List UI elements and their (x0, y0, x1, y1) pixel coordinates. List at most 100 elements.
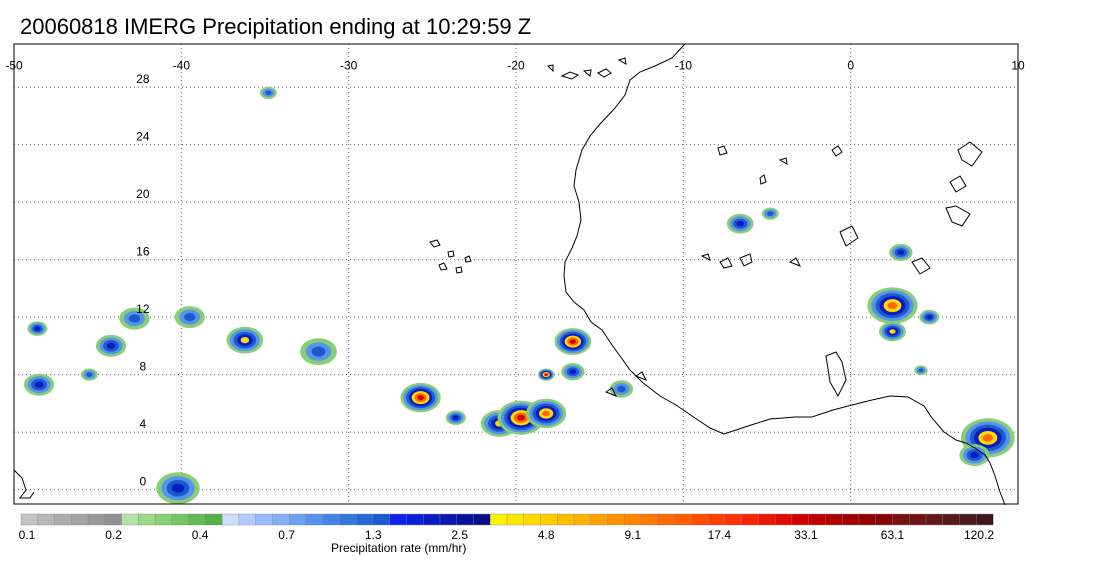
precip-cell (914, 365, 928, 376)
precip-band (897, 250, 905, 255)
inland-lakes (604, 141, 983, 398)
precip-band (544, 373, 548, 376)
precip-band (34, 381, 44, 388)
colorbar-swatch (456, 513, 474, 526)
precip-cell (959, 444, 990, 467)
colorbar-swatch (104, 513, 123, 526)
lat-tick-label: 20 (136, 187, 150, 201)
precip-band (34, 326, 41, 331)
colorbar-swatch (942, 513, 960, 526)
colorbar-swatch (657, 513, 676, 526)
precip-cell (554, 328, 592, 355)
lon-tick-label: 0 (847, 59, 854, 73)
map-gridlines (14, 44, 1018, 504)
precip-cell (609, 380, 634, 398)
canary-islands (546, 57, 627, 80)
precip-cell (23, 373, 55, 396)
precip-cell (174, 306, 205, 329)
lat-tick-label: 8 (140, 360, 147, 374)
colorbar-swatch (322, 513, 340, 526)
colorbar-swatch (674, 513, 692, 526)
precip-cell (400, 382, 441, 413)
precip-band (171, 483, 185, 493)
colorbar-swatch (808, 513, 826, 526)
colorbar (20, 513, 994, 526)
precip-cell (156, 472, 200, 505)
colorbar-tick-label: 1.3 (364, 528, 382, 542)
precip-band (128, 314, 141, 323)
colorbar-swatch (87, 513, 106, 526)
colorbar-swatch (490, 513, 508, 526)
colorbar-swatch (791, 513, 810, 526)
colorbar-tick-label: 63.1 (880, 528, 905, 542)
precip-cell (879, 321, 906, 342)
colorbar-swatch (255, 513, 273, 526)
colorbar-tick-label: 120.2 (963, 528, 995, 542)
precip-cell (259, 86, 277, 99)
precip-band (265, 90, 272, 96)
colorbar-tick-label: 9.1 (624, 528, 642, 542)
precip-cell (445, 410, 466, 426)
colorbar-tick-label: 4.8 (537, 528, 555, 542)
precip-cell (95, 334, 127, 357)
colorbar-swatch (188, 513, 206, 526)
colorbar-swatch (825, 513, 843, 526)
colorbar-tick-label: 0.1 (18, 528, 36, 542)
colorbar-swatch (506, 513, 525, 526)
colorbar-swatch (473, 513, 491, 526)
lon-tick-label: -20 (507, 59, 525, 73)
map-frame (13, 43, 1019, 505)
precip-band (889, 329, 896, 334)
south-america-coast (13, 469, 35, 499)
colorbar-swatch (741, 513, 759, 526)
colorbar-swatch (288, 513, 307, 526)
colorbar-swatch (724, 513, 743, 526)
colorbar-swatch (976, 513, 994, 526)
precip-band (767, 211, 774, 216)
precip-band (918, 368, 924, 373)
colorbar-swatch (355, 513, 374, 526)
lon-tick-label: -30 (340, 59, 358, 73)
colorbar-swatch (758, 513, 776, 526)
colorbar-tick-label: 0.2 (105, 528, 122, 542)
precip-band (417, 395, 424, 401)
colorbar-swatch (389, 513, 407, 526)
cameroon-coastline (965, 442, 1006, 506)
precip-band (184, 313, 196, 322)
colorbar-swatch (590, 513, 609, 526)
precip-band (569, 339, 576, 344)
precip-cell (537, 368, 555, 381)
colorbar-swatch (138, 513, 156, 526)
colorbar-swatch (221, 513, 240, 526)
colorbar-swatch (573, 513, 592, 526)
precip-band (982, 434, 994, 442)
colorbar-swatch (540, 513, 558, 526)
colorbar-swatch (909, 513, 927, 526)
colorbar-swatch (858, 513, 877, 526)
colorbar-tick-label: 2.5 (451, 528, 469, 542)
precip-band (569, 369, 577, 375)
colorbar-tick-label: 0.7 (278, 528, 295, 542)
colorbar-swatch (121, 513, 139, 526)
colorbar-swatch (691, 513, 709, 526)
precip-band (970, 452, 979, 459)
lat-tick-label: 4 (140, 417, 147, 431)
precip-cell (27, 321, 48, 336)
precip-band (106, 342, 116, 349)
precip-band (311, 346, 326, 357)
colorbar-swatch (875, 513, 893, 526)
precip-band (887, 302, 898, 310)
colorbar-swatch (171, 513, 190, 526)
colorbar-tick-label: 0.4 (191, 528, 209, 542)
precip-cell (867, 287, 918, 324)
colorbar-swatch (624, 513, 642, 526)
lat-tick-label: 16 (136, 245, 150, 259)
colorbar-swatch (305, 513, 324, 526)
colorbar-swatch (640, 513, 659, 526)
colorbar-tick-label: 33.1 (794, 528, 818, 542)
precip-cell (761, 207, 779, 220)
precip-band (517, 414, 525, 421)
colorbar-swatch (557, 513, 575, 526)
colorbar-swatch (406, 513, 424, 526)
